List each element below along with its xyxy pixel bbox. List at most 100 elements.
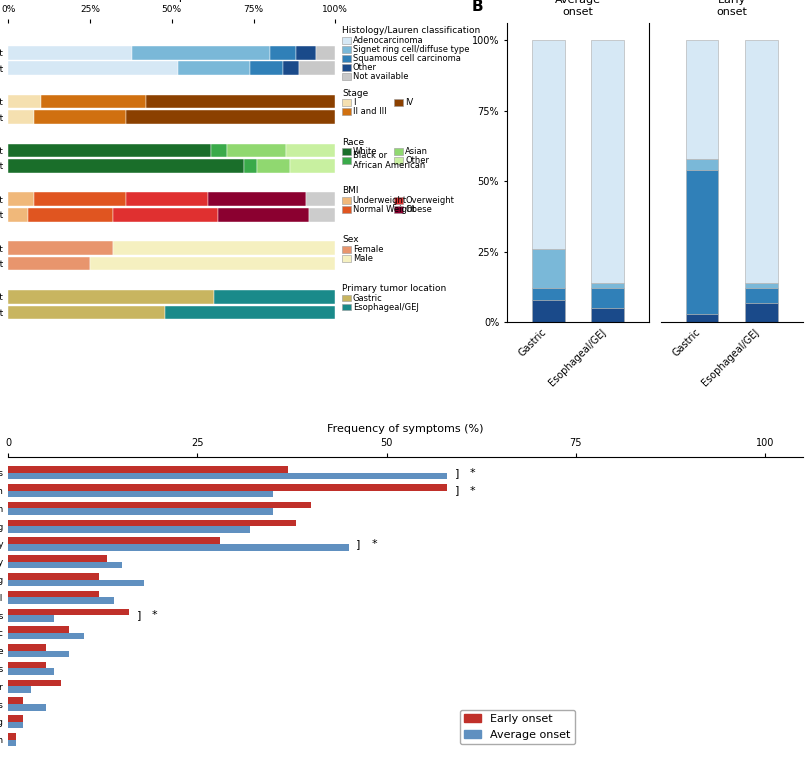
Text: ]: ] bbox=[356, 539, 361, 549]
Bar bbox=[214, 290, 336, 304]
Text: Overweight: Overweight bbox=[405, 196, 454, 205]
Bar bbox=[8, 257, 90, 270]
Text: Female: Female bbox=[353, 245, 384, 254]
Bar bbox=[591, 41, 624, 283]
Bar bbox=[126, 111, 336, 124]
Bar bbox=[8, 520, 296, 526]
Text: ]: ] bbox=[455, 485, 459, 495]
Text: *: * bbox=[152, 610, 157, 620]
Bar bbox=[8, 608, 129, 615]
FancyBboxPatch shape bbox=[342, 73, 351, 79]
FancyBboxPatch shape bbox=[342, 100, 351, 106]
Bar bbox=[8, 46, 132, 59]
Text: B: B bbox=[471, 0, 483, 15]
Bar bbox=[41, 95, 145, 108]
Bar bbox=[8, 633, 84, 640]
Title: Average
onset: Average onset bbox=[555, 0, 601, 17]
Bar bbox=[8, 538, 220, 544]
Text: Adenocarcinoma: Adenocarcinoma bbox=[353, 36, 423, 45]
Bar bbox=[8, 662, 46, 668]
Bar bbox=[8, 509, 273, 515]
Bar bbox=[283, 62, 299, 75]
Bar bbox=[90, 257, 336, 270]
FancyBboxPatch shape bbox=[394, 206, 403, 213]
Bar bbox=[145, 95, 336, 108]
Bar bbox=[257, 159, 290, 173]
Bar bbox=[299, 62, 336, 75]
Bar bbox=[251, 62, 283, 75]
Bar bbox=[532, 300, 564, 323]
Text: Other: Other bbox=[353, 63, 377, 72]
Bar bbox=[686, 170, 719, 314]
FancyBboxPatch shape bbox=[394, 157, 403, 164]
Text: Asian: Asian bbox=[405, 147, 428, 156]
Text: Obese: Obese bbox=[405, 205, 432, 214]
Bar bbox=[591, 288, 624, 308]
Bar bbox=[34, 192, 126, 206]
Bar bbox=[132, 46, 270, 59]
Text: Not available: Not available bbox=[353, 72, 408, 81]
Bar bbox=[34, 111, 126, 124]
Text: Gastric: Gastric bbox=[353, 294, 383, 302]
FancyBboxPatch shape bbox=[342, 157, 351, 164]
Text: White: White bbox=[353, 147, 377, 156]
Bar bbox=[686, 314, 719, 323]
Bar bbox=[8, 241, 113, 255]
FancyBboxPatch shape bbox=[342, 255, 351, 262]
Bar bbox=[8, 573, 99, 580]
Bar bbox=[165, 305, 336, 319]
Bar bbox=[126, 192, 208, 206]
FancyBboxPatch shape bbox=[342, 37, 351, 44]
Bar bbox=[8, 95, 41, 108]
Bar bbox=[591, 283, 624, 288]
Text: ]: ] bbox=[455, 467, 459, 478]
FancyBboxPatch shape bbox=[342, 148, 351, 155]
Text: *: * bbox=[470, 485, 475, 495]
Bar bbox=[8, 739, 15, 746]
Bar bbox=[178, 62, 251, 75]
Bar bbox=[532, 41, 564, 249]
Text: *: * bbox=[371, 539, 377, 549]
Title: Early
onset: Early onset bbox=[716, 0, 747, 17]
FancyBboxPatch shape bbox=[342, 304, 351, 310]
FancyBboxPatch shape bbox=[342, 197, 351, 204]
Bar bbox=[8, 704, 46, 710]
Bar bbox=[8, 580, 144, 586]
Bar bbox=[8, 526, 251, 533]
FancyBboxPatch shape bbox=[342, 108, 351, 115]
Bar bbox=[8, 62, 178, 75]
Title: Frequency of symptoms (%): Frequency of symptoms (%) bbox=[328, 424, 483, 434]
Bar bbox=[8, 715, 24, 722]
Bar bbox=[532, 249, 564, 288]
Bar bbox=[591, 308, 624, 323]
Bar bbox=[113, 241, 336, 255]
Bar bbox=[8, 615, 54, 622]
Bar bbox=[244, 159, 257, 173]
Bar bbox=[8, 555, 106, 562]
Bar bbox=[8, 159, 244, 173]
Bar bbox=[8, 111, 34, 124]
FancyBboxPatch shape bbox=[394, 148, 403, 155]
Text: Esophageal/GEJ: Esophageal/GEJ bbox=[353, 302, 418, 312]
Bar bbox=[8, 697, 24, 704]
Bar bbox=[8, 502, 311, 509]
Bar bbox=[8, 143, 211, 157]
FancyBboxPatch shape bbox=[342, 246, 351, 252]
FancyBboxPatch shape bbox=[342, 294, 351, 301]
Text: Black or
African American: Black or African American bbox=[353, 151, 425, 171]
Bar bbox=[8, 597, 114, 604]
Text: Stage: Stage bbox=[342, 89, 368, 97]
Bar bbox=[309, 208, 336, 222]
Text: *: * bbox=[470, 467, 475, 478]
FancyBboxPatch shape bbox=[394, 197, 403, 204]
Text: IV: IV bbox=[405, 98, 414, 108]
Bar bbox=[8, 305, 165, 319]
Bar bbox=[745, 288, 778, 302]
FancyBboxPatch shape bbox=[342, 55, 351, 62]
Bar bbox=[286, 143, 336, 157]
Bar bbox=[227, 143, 286, 157]
Bar bbox=[8, 590, 99, 597]
Bar bbox=[8, 644, 46, 650]
Text: ]: ] bbox=[137, 610, 141, 620]
Bar bbox=[8, 208, 28, 222]
